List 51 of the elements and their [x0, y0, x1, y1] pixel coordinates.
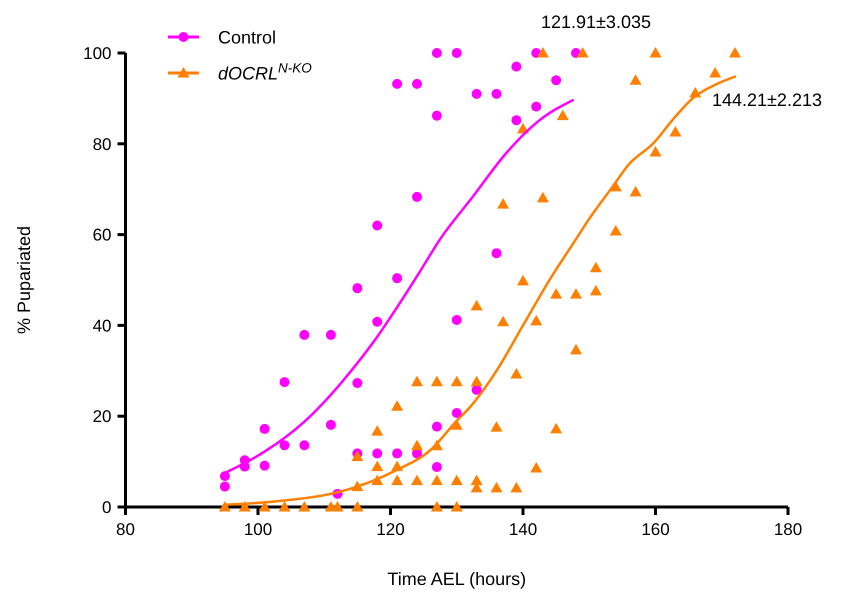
- legend-label: dOCRL$^{N-KO}$: [218, 60, 312, 84]
- annotation: 144.21±2.213: [712, 90, 822, 110]
- y-tick-label: 80: [92, 134, 112, 154]
- point: [432, 48, 442, 58]
- point: [551, 75, 562, 86]
- point: [531, 102, 542, 112]
- point: [452, 408, 462, 418]
- point: [492, 88, 502, 99]
- point: [472, 88, 482, 99]
- point: [260, 460, 270, 471]
- y-tick-label: 0: [102, 498, 112, 517]
- point: [372, 220, 382, 231]
- x-tick-label: 160: [641, 520, 670, 539]
- point: [392, 78, 402, 89]
- legend-label: Control: [218, 27, 276, 48]
- point: [392, 273, 402, 284]
- point: [352, 378, 362, 388]
- y-tick-label: 100: [83, 44, 112, 63]
- point: [352, 283, 362, 294]
- point: [280, 440, 290, 450]
- point: [412, 192, 422, 202]
- point: [326, 330, 336, 340]
- y-axis-title: % Pupariated: [14, 226, 34, 334]
- point: [511, 62, 522, 72]
- point: [372, 448, 382, 458]
- point: [452, 314, 462, 325]
- x-tick-label: 80: [116, 520, 135, 539]
- point: [299, 440, 310, 450]
- point: [260, 424, 270, 434]
- x-tick-label: 100: [244, 520, 272, 539]
- point: [492, 248, 502, 258]
- point: [299, 330, 310, 340]
- y-tick-label: 20: [92, 407, 112, 426]
- x-tick-label: 140: [508, 520, 538, 539]
- point: [432, 110, 442, 121]
- point: [412, 78, 422, 89]
- point: [511, 115, 522, 126]
- y-tick-label: 40: [92, 316, 112, 336]
- point: [432, 422, 442, 432]
- x-axis-title: Time AEL (hours): [387, 569, 526, 589]
- point: [220, 482, 230, 492]
- point: [280, 377, 290, 388]
- point: [372, 316, 382, 327]
- point: [392, 448, 402, 458]
- text: 121.91±3.035: [541, 12, 651, 32]
- point: [452, 48, 462, 58]
- point: [326, 420, 336, 430]
- point: [432, 462, 442, 472]
- x-tick-label: 180: [774, 520, 802, 539]
- x-tick-label: 120: [376, 520, 405, 539]
- y-tick-label: 60: [92, 226, 112, 245]
